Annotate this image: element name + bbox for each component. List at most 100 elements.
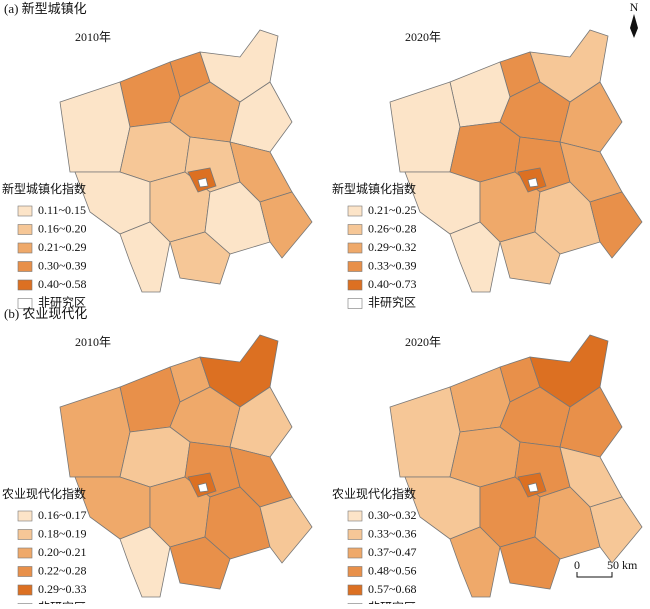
panel-title: (a) 新型城镇化 xyxy=(4,1,87,16)
legend-label: 0.33~0.36 xyxy=(368,526,417,540)
legend-title: 新型城镇化指数 xyxy=(2,181,86,196)
region xyxy=(229,386,293,458)
legend-swatch xyxy=(347,205,363,217)
legend-swatch xyxy=(347,224,363,235)
non-study-area xyxy=(197,177,209,188)
legend-label: 0.33~0.39 xyxy=(368,258,417,272)
legend-title: 农业现代化指数 xyxy=(2,486,86,501)
legend-swatch xyxy=(17,279,33,291)
region xyxy=(119,61,181,128)
legend-label: 0.37~0.47 xyxy=(368,545,417,559)
legend-swatch xyxy=(347,584,363,596)
region xyxy=(559,81,623,153)
legend-swatch xyxy=(17,529,33,540)
legend-label: 0.30~0.32 xyxy=(368,508,417,522)
scale-label: 50 km xyxy=(607,558,638,572)
region xyxy=(389,386,461,478)
non-study-area xyxy=(527,177,539,188)
map xyxy=(389,334,643,598)
region xyxy=(449,366,511,433)
north-arrow: N xyxy=(630,0,639,38)
non-study-area xyxy=(197,482,209,493)
legend-swatch xyxy=(347,261,363,272)
legend-label: 非研究区 xyxy=(368,294,416,309)
legend-swatch xyxy=(17,584,33,596)
legend-label: 0.20~0.21 xyxy=(38,545,87,559)
region xyxy=(499,231,561,285)
legend-title: 新型城镇化指数 xyxy=(332,181,416,196)
region xyxy=(589,191,643,259)
region xyxy=(59,81,131,173)
region xyxy=(449,426,521,488)
legend-swatch xyxy=(347,298,363,309)
region xyxy=(119,221,171,293)
legend-label: 0.26~0.28 xyxy=(368,221,417,235)
legend-swatch xyxy=(17,298,33,309)
year-label: 2020年 xyxy=(405,335,441,349)
legend-label: 0.48~0.56 xyxy=(368,563,417,577)
map xyxy=(59,29,313,293)
legend-swatch xyxy=(17,566,33,577)
legend-swatch xyxy=(347,242,363,254)
legend-label: 0.40~0.73 xyxy=(368,277,417,291)
north-label: N xyxy=(630,0,639,14)
legend-label: 非研究区 xyxy=(38,599,86,604)
legend-label: 0.18~0.19 xyxy=(38,526,87,540)
legend-swatch xyxy=(347,547,363,559)
scale-label: 0 xyxy=(574,558,580,572)
legend-label: 0.16~0.17 xyxy=(38,508,87,522)
legend-swatch xyxy=(17,242,33,254)
region xyxy=(559,386,623,458)
legend-label: 0.30~0.39 xyxy=(38,258,87,272)
region xyxy=(499,536,561,590)
year-label: 2010年 xyxy=(75,335,111,349)
year-label: 2020年 xyxy=(405,30,441,44)
region xyxy=(259,191,313,259)
legend-swatch xyxy=(17,205,33,217)
legend-swatch xyxy=(347,529,363,540)
region xyxy=(259,496,313,564)
legend-label: 非研究区 xyxy=(38,294,86,309)
scale-bar-line xyxy=(576,572,613,578)
region xyxy=(449,221,501,293)
panel-title: (b) 农业现代化 xyxy=(4,306,87,321)
region xyxy=(449,61,511,128)
region xyxy=(119,426,191,488)
region xyxy=(119,526,171,598)
region xyxy=(449,121,521,183)
region xyxy=(59,386,131,478)
region xyxy=(169,231,231,285)
non-study-area xyxy=(527,482,539,493)
legend-label: 0.22~0.28 xyxy=(38,563,87,577)
north-arrow-shape xyxy=(630,14,638,38)
map xyxy=(59,334,313,598)
legend-swatch xyxy=(17,261,33,272)
legend-label: 0.21~0.29 xyxy=(38,240,87,254)
region xyxy=(119,366,181,433)
region xyxy=(449,526,501,598)
legend-label: 0.29~0.32 xyxy=(368,240,417,254)
year-label: 2010年 xyxy=(75,30,111,44)
legend-swatch xyxy=(347,566,363,577)
region xyxy=(229,81,293,153)
legend-label: 0.11~0.15 xyxy=(38,203,86,217)
legend-swatch xyxy=(17,224,33,235)
legend-swatch xyxy=(17,547,33,559)
region xyxy=(389,81,461,173)
legend-label: 0.21~0.25 xyxy=(368,203,417,217)
legend-swatch xyxy=(347,510,363,522)
legend-label: 0.57~0.68 xyxy=(368,582,417,596)
legend-swatch xyxy=(347,279,363,291)
legend-label: 0.29~0.33 xyxy=(38,582,87,596)
region xyxy=(589,496,643,564)
legend-label: 0.16~0.20 xyxy=(38,221,87,235)
legend-label: 0.40~0.58 xyxy=(38,277,87,291)
map xyxy=(389,29,643,293)
legend-swatch xyxy=(17,510,33,522)
region xyxy=(119,121,191,183)
legend-label: 非研究区 xyxy=(368,599,416,604)
region xyxy=(169,536,231,590)
scale-bar: 0 50 km xyxy=(574,558,638,578)
